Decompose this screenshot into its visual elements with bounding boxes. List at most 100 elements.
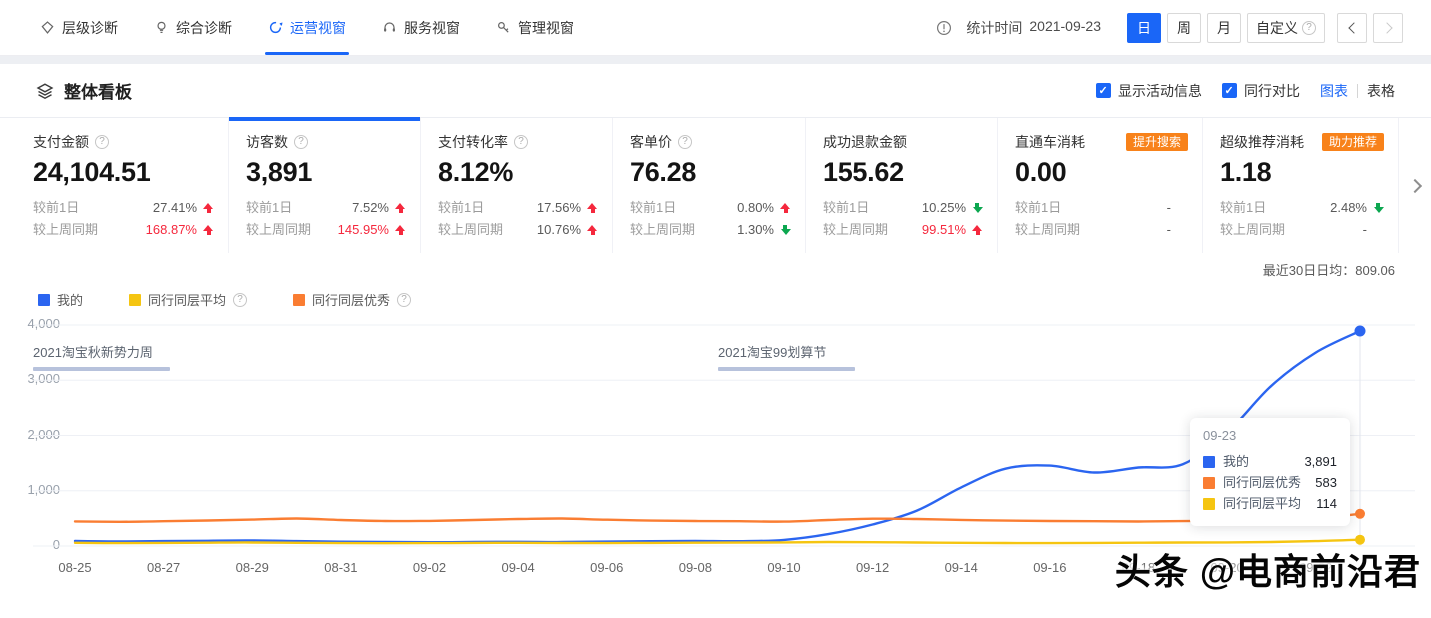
view-table-link[interactable]: 表格	[1367, 82, 1395, 99]
trend-arrow-icon	[780, 224, 791, 236]
trend-arrow-icon	[587, 224, 598, 236]
help-icon[interactable]	[294, 135, 308, 149]
trend-arrow-icon	[780, 202, 791, 214]
legend-swatch	[293, 293, 306, 306]
key-icon	[496, 20, 511, 35]
compare-value: -	[1362, 222, 1367, 237]
help-icon[interactable]	[514, 135, 528, 149]
metric-name: 访客数	[246, 134, 288, 150]
metric-value: 24,104.51	[33, 157, 151, 187]
view-switch: 图表 表格	[1320, 81, 1395, 101]
x-axis-tick: 08-31	[324, 560, 358, 575]
topbar-right: 统计时间 2021-09-23 日 周 月 自定义	[936, 12, 1403, 43]
tooltip-series-value: 3,891	[1304, 454, 1337, 469]
x-axis-tick: 08-27	[146, 560, 181, 575]
toggle-show-activity[interactable]: 显示活动信息	[1096, 81, 1202, 101]
metric-badge[interactable]: 助力推荐	[1321, 133, 1384, 151]
legend-label: 我的	[57, 293, 84, 308]
metric-card-avg-order-value[interactable]: 客单价 76.28 较前1日 0.80% 较上周同期 1.30%	[613, 118, 806, 253]
mode-label: 周	[1177, 19, 1191, 36]
metric-card-conversion-rate[interactable]: 支付转化率 8.12% 较前1日 17.56% 较上周同期 10.76%	[421, 118, 613, 253]
checkbox-checked-icon[interactable]	[1222, 83, 1237, 98]
compare-label: 较上周同期	[1015, 222, 1081, 237]
top-navigation-bar: 层级诊断 综合诊断 运营视窗 服务视窗 管理视窗 统计时间	[0, 0, 1431, 56]
view-chart-link[interactable]: 图表	[1320, 82, 1348, 99]
compare-value: 145.95%	[337, 222, 389, 237]
help-icon[interactable]	[678, 135, 692, 149]
y-axis-tick: 0	[52, 537, 60, 552]
legend-swatch	[38, 293, 50, 306]
trend-chart[interactable]	[0, 318, 1431, 564]
help-icon[interactable]	[397, 292, 412, 307]
help-icon[interactable]	[95, 135, 109, 149]
tooltip-swatch	[1203, 497, 1215, 510]
metric-value: 8.12%	[438, 157, 514, 187]
operations-view-icon	[268, 20, 283, 35]
mode-day-button[interactable]: 日	[1127, 12, 1161, 43]
cards-scroll-right-icon[interactable]	[1407, 178, 1423, 193]
tab-level-diagnosis[interactable]: 层级诊断	[40, 0, 118, 55]
metric-card-super-recommend-spend[interactable]: 超级推荐消耗 助力推荐 1.18 较前1日 2.48% 较上周同期 -	[1203, 118, 1399, 253]
help-icon	[1302, 20, 1316, 35]
trend-arrow-icon	[203, 202, 214, 214]
cards-scroll-area	[1399, 118, 1431, 253]
headset-icon	[382, 20, 397, 35]
mode-month-button[interactable]: 月	[1207, 12, 1241, 43]
metric-card-ztc-spend[interactable]: 直通车消耗 提升搜索 0.00 较前1日 - 较上周同期 -	[998, 118, 1203, 253]
activity-annotation-99-sale[interactable]: 2021淘宝99划算节	[718, 342, 855, 371]
tab-operations-view[interactable]: 运营视窗	[265, 0, 349, 55]
metric-card-payment-amount[interactable]: 支付金额 24,104.51 较前1日 27.41% 较上周同期 168.87%	[0, 118, 229, 253]
stat-time-label: 统计时间	[966, 19, 1023, 36]
x-axis-tick: 09-18	[1121, 560, 1156, 575]
stat-time-date: 2021-09-23	[1029, 17, 1101, 34]
stat-time: 统计时间 2021-09-23	[966, 18, 1101, 38]
prev-date-button[interactable]	[1337, 12, 1367, 43]
metric-badge[interactable]: 提升搜索	[1125, 133, 1188, 151]
legend-item-mine[interactable]: 我的	[38, 290, 83, 309]
metric-card-refund-amount[interactable]: 成功退款金额 155.62 较前1日 10.25% 较上周同期 99.51%	[806, 118, 998, 253]
tab-label: 层级诊断	[62, 19, 118, 36]
mode-custom-button[interactable]: 自定义	[1247, 12, 1325, 43]
tooltip-swatch	[1203, 476, 1215, 489]
tooltip-series-value: 114	[1316, 496, 1337, 511]
mode-label: 日	[1137, 19, 1151, 36]
checkbox-checked-icon[interactable]	[1096, 83, 1111, 98]
toggle-peer-compare[interactable]: 同行对比	[1222, 81, 1300, 101]
metric-name: 成功退款金额	[823, 134, 907, 150]
next-date-button[interactable]	[1373, 12, 1403, 43]
x-axis-tick: 09-20	[1210, 560, 1244, 575]
tab-service-view[interactable]: 服务视窗	[382, 0, 460, 55]
legend-item-peer-excellent[interactable]: 同行同层优秀	[293, 290, 412, 309]
tab-label: 综合诊断	[176, 19, 232, 36]
activity-annotation-label: 2021淘宝秋新势力周	[33, 345, 153, 360]
page-title: 整体看板	[64, 83, 132, 102]
y-axis-tick: 2,000	[27, 426, 60, 442]
info-icon[interactable]	[936, 20, 952, 36]
trend-arrow-icon	[972, 224, 983, 236]
tab-label: 管理视窗	[518, 19, 574, 36]
mode-week-button[interactable]: 周	[1167, 12, 1201, 43]
x-axis-tick: 09-12	[855, 560, 890, 575]
tooltip-row: 我的 3,891	[1203, 451, 1337, 472]
tab-management-view[interactable]: 管理视窗	[496, 0, 574, 55]
trend-arrow-icon	[587, 202, 598, 214]
tab-comprehensive-diagnosis[interactable]: 综合诊断	[154, 0, 232, 55]
x-axis-tick: 09-16	[1033, 560, 1067, 575]
nav-tabs: 层级诊断 综合诊断 运营视窗 服务视窗 管理视窗	[40, 0, 574, 55]
tooltip-swatch	[1203, 455, 1215, 468]
help-icon[interactable]	[233, 292, 248, 307]
layers-icon	[36, 82, 54, 100]
avg-30d-note: 最近30日日均：809.06	[1263, 260, 1395, 279]
series-end-dot-mine	[1354, 325, 1366, 337]
date-mode-group: 日 周 月 自定义	[1127, 12, 1325, 43]
compare-label: 较上周同期	[630, 222, 696, 237]
toggle-label: 显示活动信息	[1118, 82, 1202, 99]
x-axis-tick: 09-10	[767, 560, 801, 575]
legend-item-peer-average[interactable]: 同行同层平均	[129, 290, 248, 309]
compare-value: -	[1166, 200, 1171, 215]
y-axis-tick: 3,000	[27, 371, 60, 387]
metric-value: 3,891	[246, 157, 313, 187]
activity-annotation-autumn-week[interactable]: 2021淘宝秋新势力周	[33, 342, 170, 371]
metric-card-visitors[interactable]: 访客数 3,891 较前1日 7.52% 较上周同期 145.95%	[229, 117, 421, 253]
mode-label: 自定义	[1256, 19, 1298, 36]
